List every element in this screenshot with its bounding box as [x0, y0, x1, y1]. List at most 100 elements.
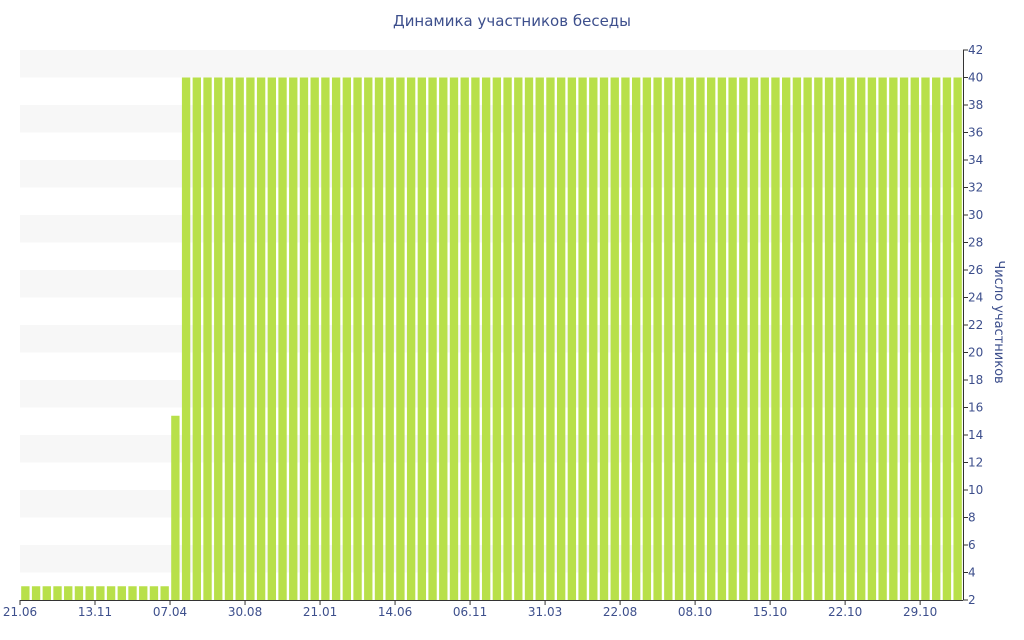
- bar: [460, 77, 469, 600]
- bar: [74, 586, 84, 600]
- bar: [289, 77, 298, 600]
- bar: [610, 77, 619, 600]
- bar: [760, 77, 769, 600]
- grid-band: [20, 50, 963, 78]
- bar: [96, 586, 105, 600]
- bar: [942, 77, 952, 600]
- bar: [524, 77, 534, 600]
- bar: [899, 77, 909, 600]
- bar: [749, 77, 759, 600]
- x-tick-label: 21.01: [303, 605, 337, 619]
- bar: [674, 77, 684, 600]
- bar: [878, 77, 887, 600]
- bar: [792, 77, 802, 600]
- bar: [556, 77, 566, 600]
- bar: [53, 586, 62, 600]
- y-tick-label: 42: [968, 43, 983, 57]
- x-tick-label: 15.10: [753, 605, 787, 619]
- y-tick-label: 14: [968, 428, 983, 442]
- bar: [642, 77, 652, 600]
- bar: [492, 77, 502, 600]
- y-tick-label: 38: [968, 98, 983, 112]
- bar: [449, 77, 459, 600]
- bar: [471, 77, 480, 600]
- bar: [953, 77, 962, 600]
- bar: [42, 586, 51, 600]
- y-tick-label: 4: [968, 566, 976, 580]
- bar: [310, 77, 319, 600]
- bar: [835, 77, 844, 600]
- bar: [932, 77, 941, 600]
- bar: [171, 415, 180, 600]
- bar: [631, 77, 641, 600]
- bar: [160, 586, 169, 600]
- y-tick-label: 6: [968, 538, 976, 552]
- bar: [739, 77, 748, 600]
- chart-title: Динамика участников беседы: [392, 12, 632, 30]
- y-tick-label: 18: [968, 373, 983, 387]
- bar: [364, 77, 373, 600]
- bar: [567, 77, 577, 600]
- bar: [599, 77, 609, 600]
- bar: [503, 77, 512, 600]
- bar: [278, 77, 287, 600]
- bar: [374, 77, 384, 600]
- bar: [64, 586, 73, 600]
- bar: [385, 77, 394, 600]
- bar: [653, 77, 662, 600]
- bar: [824, 77, 834, 600]
- bar: [224, 77, 234, 600]
- y-tick-label: 26: [968, 263, 983, 277]
- bar: [910, 77, 919, 600]
- x-tick-label: 08.10: [678, 605, 712, 619]
- bar: [417, 77, 427, 600]
- bar: [578, 77, 587, 600]
- bar: [396, 77, 405, 600]
- bars: [21, 77, 962, 600]
- bar: [514, 77, 523, 600]
- bar: [481, 77, 491, 600]
- bar: [857, 77, 866, 600]
- bar: [782, 77, 791, 600]
- bar: [181, 77, 191, 600]
- x-tick-label: 30.08: [228, 605, 262, 619]
- x-tick-label: 29.10: [903, 605, 937, 619]
- bar: [717, 77, 727, 600]
- y-tick-label: 40: [968, 71, 983, 85]
- y-tick-label: 2: [968, 593, 976, 607]
- bar: [85, 586, 94, 600]
- bar: [321, 77, 330, 600]
- x-tick-label: 21.06: [3, 605, 37, 619]
- bar: [664, 77, 673, 600]
- bar: [139, 586, 148, 600]
- bar: [696, 77, 705, 600]
- x-tick-label: 06.11: [453, 605, 487, 619]
- bar: [235, 77, 244, 600]
- bar: [428, 77, 437, 600]
- bar: [149, 586, 159, 600]
- x-tick-label: 22.10: [828, 605, 862, 619]
- x-tick-label: 07.04: [153, 605, 187, 619]
- y-tick-label: 34: [968, 153, 983, 167]
- y-tick-label: 36: [968, 126, 983, 140]
- y-tick-label: 16: [968, 401, 983, 415]
- bar: [867, 77, 877, 600]
- bar: [299, 77, 309, 600]
- y-tick-label: 20: [968, 346, 983, 360]
- y-axis-title: Число участников: [991, 260, 1006, 383]
- y-tick-label: 10: [968, 483, 983, 497]
- y-tick-label: 8: [968, 511, 976, 525]
- bar: [846, 77, 855, 600]
- bar: [106, 586, 116, 600]
- bar: [728, 77, 737, 600]
- bar: [921, 77, 930, 600]
- bar: [685, 77, 694, 600]
- y-tick-label: 22: [968, 318, 983, 332]
- x-tick-label: 31.03: [528, 605, 562, 619]
- bar: [203, 77, 212, 600]
- y-tick-label: 12: [968, 456, 983, 470]
- bar: [546, 77, 555, 600]
- x-tick-label: 13.11: [78, 605, 112, 619]
